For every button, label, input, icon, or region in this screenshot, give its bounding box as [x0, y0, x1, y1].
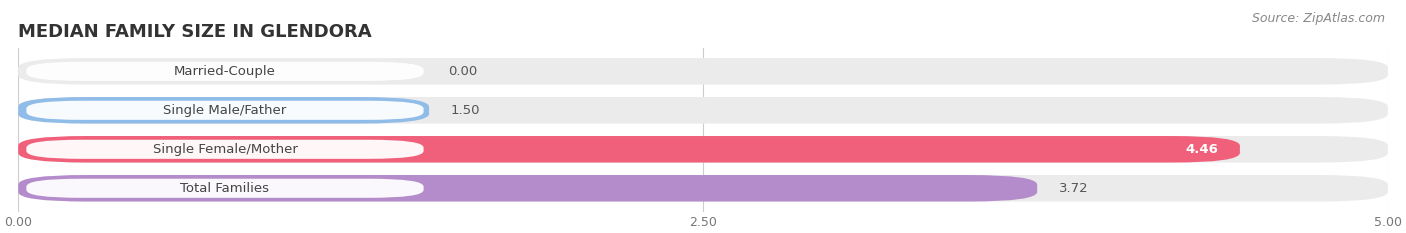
- Text: Single Female/Mother: Single Female/Mother: [152, 143, 298, 156]
- Text: Single Male/Father: Single Male/Father: [163, 104, 287, 117]
- Text: 0.00: 0.00: [449, 65, 478, 78]
- FancyBboxPatch shape: [18, 136, 1388, 163]
- FancyBboxPatch shape: [27, 179, 423, 198]
- FancyBboxPatch shape: [27, 101, 423, 120]
- FancyBboxPatch shape: [18, 97, 1388, 123]
- Text: 1.50: 1.50: [451, 104, 481, 117]
- Text: Source: ZipAtlas.com: Source: ZipAtlas.com: [1251, 12, 1385, 25]
- FancyBboxPatch shape: [18, 175, 1038, 202]
- Text: 4.46: 4.46: [1185, 143, 1218, 156]
- Text: Married-Couple: Married-Couple: [174, 65, 276, 78]
- Text: 3.72: 3.72: [1059, 182, 1088, 195]
- FancyBboxPatch shape: [27, 62, 423, 81]
- Text: MEDIAN FAMILY SIZE IN GLENDORA: MEDIAN FAMILY SIZE IN GLENDORA: [18, 23, 371, 41]
- FancyBboxPatch shape: [18, 175, 1388, 202]
- FancyBboxPatch shape: [18, 97, 429, 123]
- FancyBboxPatch shape: [27, 140, 423, 159]
- Text: Total Families: Total Families: [180, 182, 270, 195]
- FancyBboxPatch shape: [18, 58, 1388, 85]
- FancyBboxPatch shape: [18, 136, 1240, 163]
